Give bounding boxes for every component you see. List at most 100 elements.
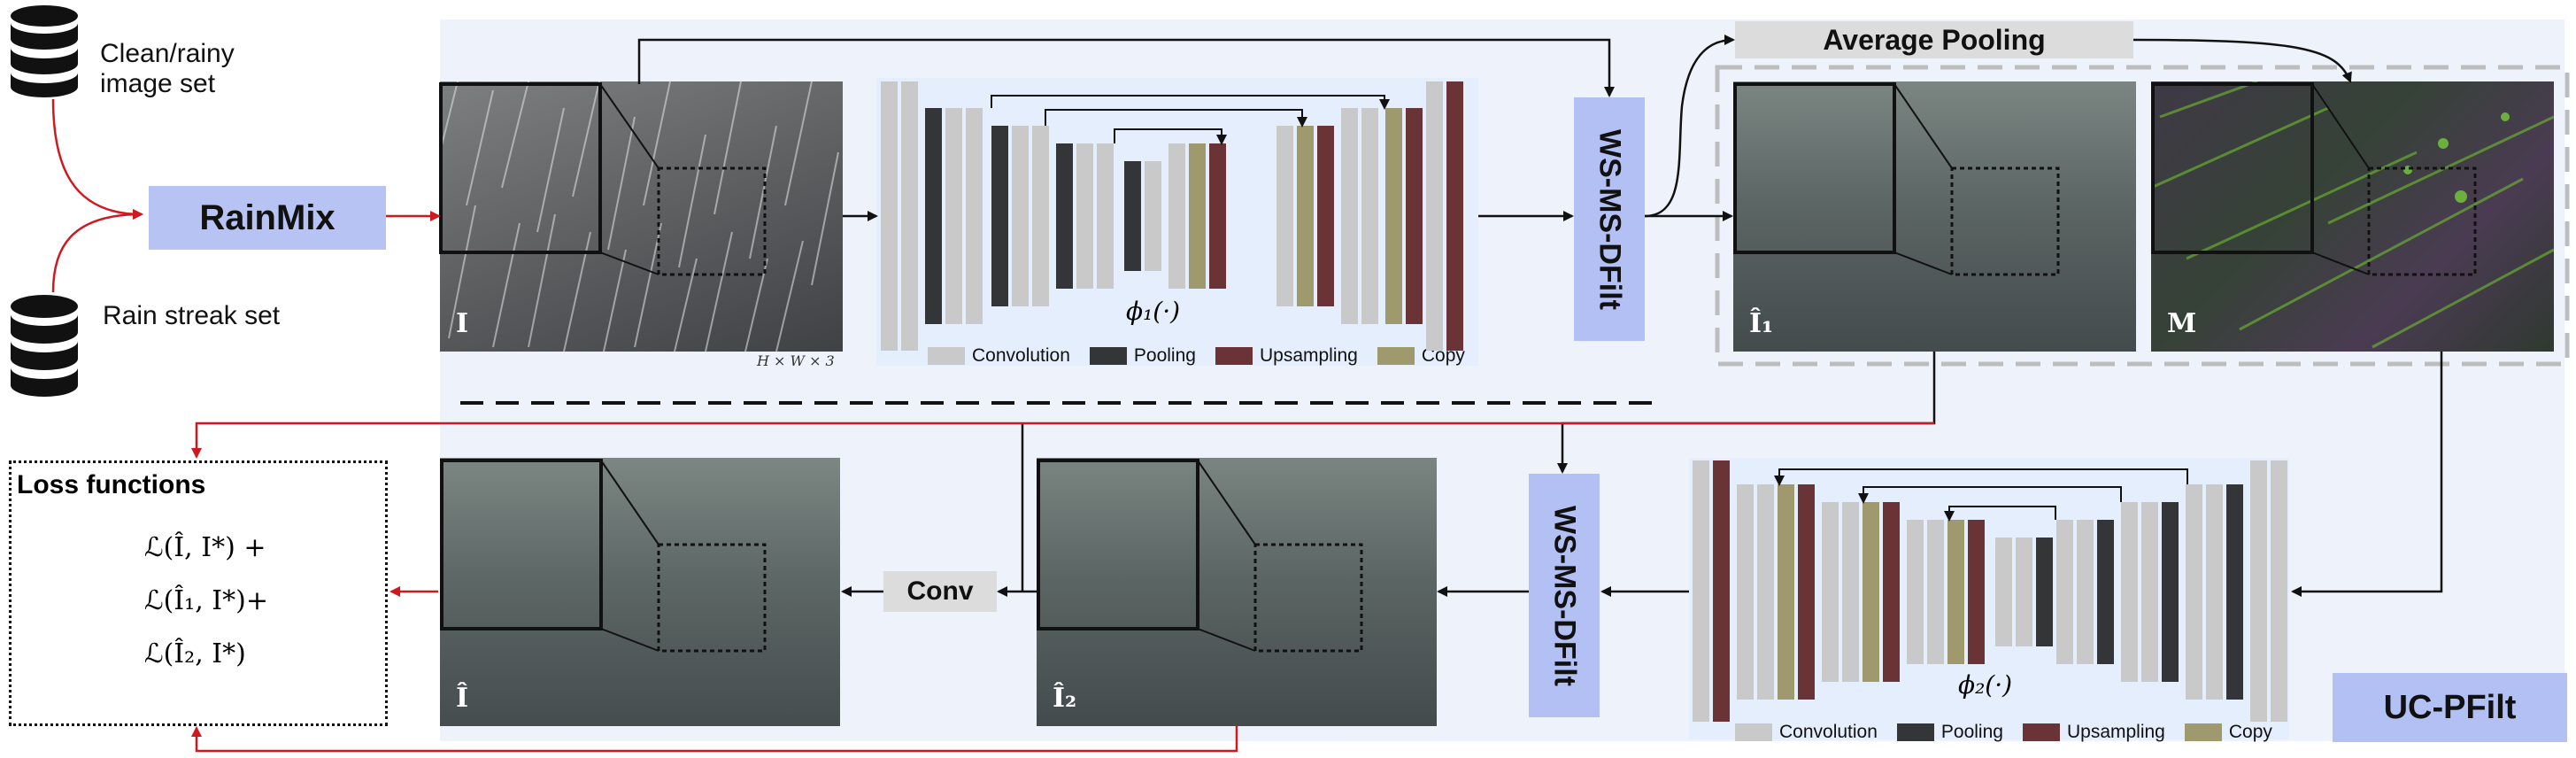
- mask-image: M: [2151, 81, 2554, 352]
- network-2-layers: [1693, 460, 2287, 722]
- network-2-phi: ϕ₂(·): [1958, 670, 2013, 700]
- database-icon: [11, 5, 78, 97]
- loss-term-3: ℒ(Î₂, I*): [144, 638, 246, 669]
- upsampling-layer: [1713, 460, 1730, 722]
- conv-block: Conv: [883, 571, 997, 612]
- upsampling-layer: [1798, 484, 1815, 700]
- zoom-boxes: [439, 82, 2477, 653]
- convolution-layer: [1426, 81, 1443, 351]
- upsampling-layer: [1968, 520, 1985, 664]
- convolution-layer: [1737, 484, 1754, 700]
- loss-functions-title: Loss functions: [17, 470, 206, 499]
- convolution-layer: [1076, 143, 1093, 289]
- pooling-layer: [1124, 161, 1141, 271]
- filtered-image-1-mark: Î₁: [1749, 308, 1774, 339]
- legend-label-pooling: Pooling: [1940, 722, 2003, 742]
- rain-streaks-overlay: [440, 81, 839, 352]
- legend-swatch-pooling: [1896, 723, 1934, 741]
- loss-flow-arrows: [51, 98, 1934, 753]
- legend-swatch-convolution: [1735, 723, 1772, 741]
- convolution-layer: [1995, 538, 2012, 646]
- uc-pfilt-label: UC-PFilt: [2333, 673, 2567, 742]
- data-flow-arrows: [637, 35, 2443, 597]
- mask-image-mark: M: [2167, 308, 2197, 339]
- legend-swatch-pooling: [1089, 347, 1127, 365]
- pooling-layer: [2036, 538, 2053, 646]
- legend-label-upsampling: Upsampling: [2066, 722, 2165, 742]
- convolution-layer: [2141, 502, 2158, 682]
- loss-term-2: ℒ(Î₁, I*)+: [144, 585, 268, 616]
- convolution-layer: [1012, 126, 1029, 306]
- dimension-label: H × W × 3: [757, 352, 835, 369]
- copy-layer: [1189, 143, 1206, 289]
- copy-layer: [1863, 502, 1879, 682]
- legend-swatch-copy: [1377, 347, 1415, 365]
- legend-swatch-upsampling: [2022, 723, 2060, 741]
- ws-ms-dfilt-bottom-label: WS-MS-DFilt: [1547, 505, 1582, 686]
- mask-texture: [2151, 81, 2554, 349]
- legend-label-convolution: Convolution: [1779, 722, 1878, 742]
- pooling-layer: [2162, 502, 2179, 682]
- convolution-layer: [1276, 126, 1293, 306]
- convolution-layer: [945, 108, 962, 324]
- filtered-image-2-mark: Î₂: [1053, 683, 1077, 714]
- legend-label-pooling: Pooling: [1133, 345, 1196, 366]
- output-image-mark: Î: [456, 683, 469, 714]
- filtered-image-1: Î₁: [1733, 81, 2136, 352]
- pooling-layer: [925, 108, 942, 324]
- convolution-layer: [2250, 460, 2267, 722]
- legend-label-copy: Copy: [2228, 722, 2272, 742]
- pooling-layer: [1056, 143, 1073, 289]
- copy-layer: [1778, 484, 1794, 700]
- convolution-layer: [901, 81, 918, 351]
- pooling-layer: [2226, 484, 2243, 700]
- clean-rainy-set-label: Clean/rainy image set: [100, 39, 235, 98]
- convolution-layer: [1168, 143, 1185, 289]
- legend-label-convolution: Convolution: [972, 345, 1070, 366]
- rainy-input-image: I: [440, 81, 843, 352]
- convolution-layer: [2121, 502, 2138, 682]
- loss-term-1: ℒ(Î, I*) +: [144, 532, 266, 563]
- upsampling-layer: [1209, 143, 1226, 289]
- pooling-layer: [991, 126, 1008, 306]
- convolution-layer: [1361, 108, 1378, 324]
- rain-streak-set-label: Rain streak set: [103, 301, 281, 330]
- convolution-layer: [2206, 484, 2223, 700]
- convolution-layer: [1145, 161, 1161, 271]
- legend-swatch-copy: [2184, 723, 2222, 741]
- upsampling-layer: [1317, 126, 1334, 306]
- average-pooling-block: Average Pooling: [1735, 21, 2133, 58]
- pooling-layer: [2097, 520, 2114, 664]
- convolution-layer: [966, 108, 983, 324]
- network-1-skip-connections: [991, 95, 1390, 145]
- upsampling-layer: [1446, 81, 1463, 351]
- rainmix-block: RainMix: [149, 186, 386, 250]
- convolution-layer: [1032, 126, 1049, 306]
- database-icon: [11, 295, 78, 397]
- convolution-layer: [1693, 460, 1709, 722]
- copy-layer: [1385, 108, 1402, 324]
- convolution-layer: [1757, 484, 1774, 700]
- convolution-layer: [2016, 538, 2032, 646]
- legend-label-upsampling: Upsampling: [1259, 345, 1358, 366]
- input-image-mark: I: [456, 308, 469, 339]
- convolution-layer: [881, 81, 898, 351]
- copy-layer: [1297, 126, 1314, 306]
- copy-layer: [1947, 520, 1964, 664]
- convolution-layer: [1341, 108, 1358, 324]
- convolution-layer: [1927, 520, 1944, 664]
- convolution-layer: [2271, 460, 2287, 722]
- upsampling-layer: [1883, 502, 1900, 682]
- convolution-layer: [1907, 520, 1924, 664]
- upsampling-layer: [1406, 108, 1423, 324]
- network-2-legend: Convolution Pooling Upsampling Copy: [1735, 722, 2272, 743]
- network-1-phi: ϕ₁(·): [1126, 297, 1181, 326]
- ws-ms-dfilt-top-label: WS-MS-DFilt: [1593, 128, 1627, 310]
- convolution-layer: [2077, 520, 2094, 664]
- filtered-outputs-frame: [1715, 65, 2570, 367]
- convolution-layer: [1097, 143, 1114, 289]
- convolution-layer: [2186, 484, 2202, 700]
- ws-ms-dfilt-bottom-block: WS-MS-DFilt: [1529, 474, 1600, 717]
- output-image: Î: [440, 458, 840, 726]
